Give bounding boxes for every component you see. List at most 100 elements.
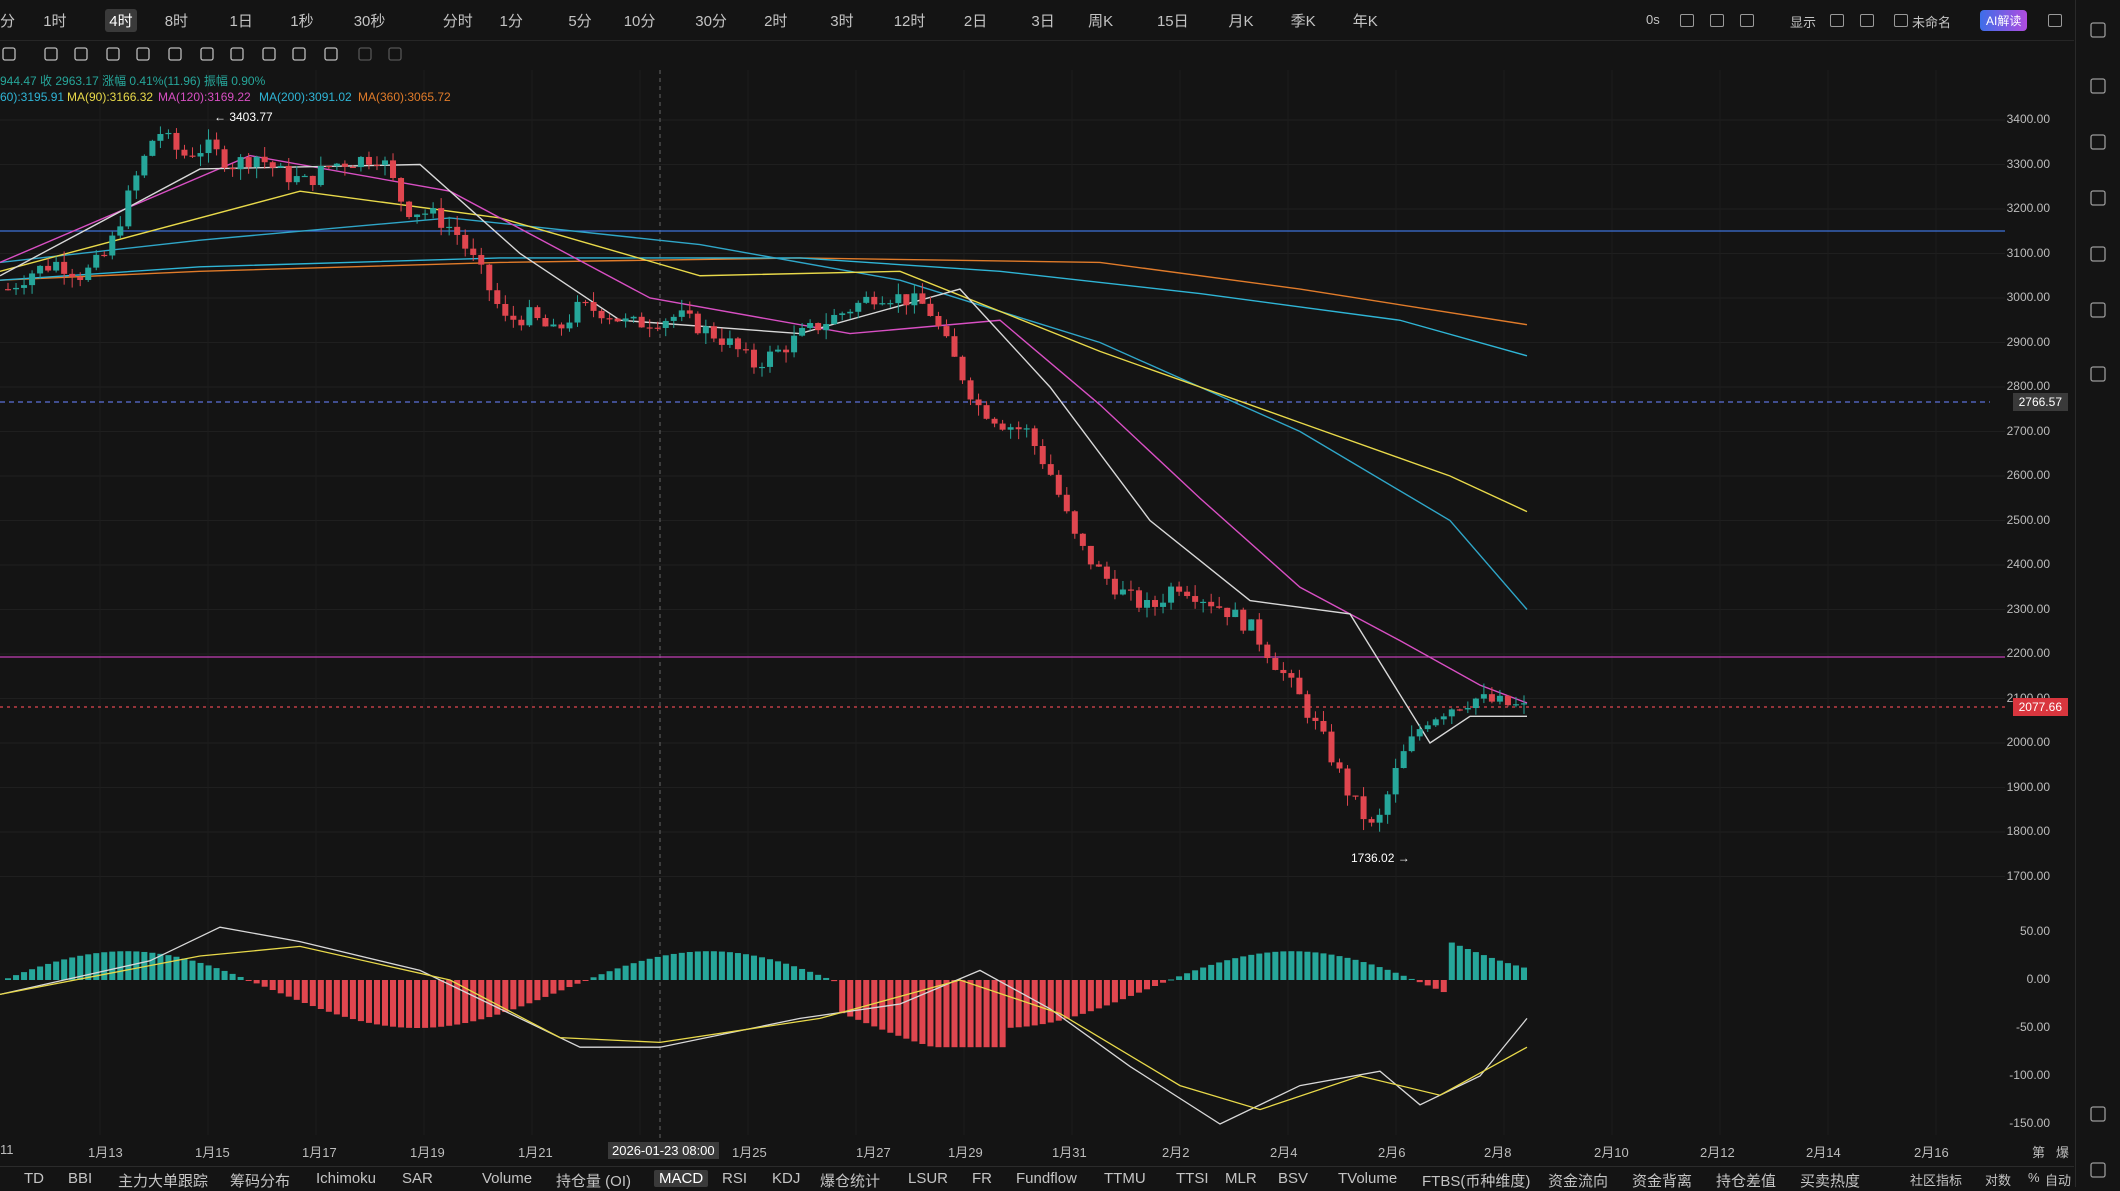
timeframe-12[interactable]: 2时	[764, 13, 788, 30]
indicator-15[interactable]: TTMU	[1104, 1170, 1146, 1187]
indicator-5[interactable]: SAR	[402, 1170, 433, 1187]
undo-icon[interactable]	[356, 45, 376, 65]
indicator-7[interactable]: 持仓量 (OI)	[556, 1173, 631, 1190]
indicator-22[interactable]: 资金背离	[1632, 1173, 1693, 1190]
layers-icon[interactable]	[260, 45, 280, 65]
indicator-12[interactable]: LSUR	[908, 1170, 949, 1187]
indicator-23[interactable]: 持仓差值	[1716, 1173, 1777, 1190]
brush-icon[interactable]	[134, 45, 154, 65]
chart-canvas[interactable]	[0, 0, 2075, 1166]
candle-body	[574, 301, 581, 323]
low-annotation: 1736.02 →	[1351, 851, 1410, 865]
indicator-10[interactable]: KDJ	[772, 1170, 801, 1187]
window-icon[interactable]	[2088, 1104, 2108, 1124]
indicator-2[interactable]: 主力大单跟踪	[118, 1173, 209, 1190]
indicator-17[interactable]: MLR	[1225, 1170, 1257, 1187]
indicator-21[interactable]: 资金流向	[1548, 1173, 1609, 1190]
settings-icon[interactable]	[1830, 14, 1844, 27]
indicator-20[interactable]: FTBS(币种维度)	[1422, 1173, 1531, 1190]
link-icon[interactable]	[2088, 364, 2108, 384]
bottom-option-1[interactable]: 对数	[1985, 1173, 2012, 1188]
magnet-icon[interactable]	[104, 45, 124, 65]
x-axis-option[interactable]: 爆	[2056, 1145, 2070, 1160]
timeframe-8[interactable]: 1分	[499, 13, 523, 30]
indicator-9[interactable]: RSI	[722, 1170, 748, 1187]
hide-icon[interactable]	[228, 45, 248, 65]
timeframe-5[interactable]: 1秒	[290, 13, 314, 30]
crop-icon[interactable]	[42, 45, 62, 65]
indicator-14[interactable]: Fundflow	[1016, 1170, 1077, 1187]
trend-icon[interactable]	[2088, 132, 2108, 152]
timeframe-4[interactable]: 1日	[229, 13, 253, 30]
indicator-0[interactable]: TD	[24, 1170, 44, 1187]
alert-icon[interactable]	[1740, 14, 1754, 27]
timeframe-11[interactable]: 30分	[695, 13, 727, 30]
camera-icon[interactable]	[1680, 14, 1694, 27]
countdown[interactable]: 0s	[1646, 12, 1660, 27]
macd-histogram-bar	[141, 951, 148, 980]
timeframe-7[interactable]: 分时	[442, 13, 473, 30]
macd-histogram-bar	[1087, 980, 1094, 1012]
candle-body	[301, 175, 308, 178]
bottom-option-2[interactable]: %	[2028, 1170, 2040, 1185]
indicator-1[interactable]: BBI	[68, 1170, 93, 1187]
price-tick: 2900.00	[2006, 334, 2050, 349]
indicator-4[interactable]: Ichimoku	[316, 1170, 377, 1187]
headset-icon[interactable]	[2088, 1160, 2108, 1180]
indicator-13[interactable]: FR	[972, 1170, 992, 1187]
share-icon[interactable]	[2048, 14, 2062, 27]
pattern-icon[interactable]	[166, 45, 186, 65]
macd-histogram-bar	[1111, 980, 1118, 1003]
cloud-icon[interactable]	[1894, 14, 1908, 27]
bot-icon[interactable]	[2088, 300, 2108, 320]
indicator-3[interactable]: 筹码分布	[230, 1173, 291, 1190]
redo-icon[interactable]	[386, 45, 406, 65]
macd-histogram-bar	[742, 954, 749, 980]
indicator-6[interactable]: Volume	[482, 1170, 533, 1187]
document-icon[interactable]	[2088, 20, 2108, 40]
trash-icon[interactable]	[322, 45, 342, 65]
macd-histogram-bar	[341, 980, 348, 1017]
timeframe-15[interactable]: 2日	[963, 13, 988, 30]
timeframe-6[interactable]: 30秒	[353, 13, 386, 30]
filter-icon[interactable]	[290, 45, 310, 65]
timeframe-20[interactable]: 季K	[1290, 13, 1316, 30]
timeframe-2[interactable]: 4时	[105, 9, 137, 32]
bottom-option-0[interactable]: 社区指标	[1910, 1173, 1963, 1188]
candle-body	[93, 254, 100, 268]
timeframe-16[interactable]: 3日	[1031, 13, 1055, 30]
display-button[interactable]: 显示	[1790, 15, 1817, 30]
timeframe-18[interactable]: 15日	[1156, 13, 1189, 30]
timeframe-0[interactable]: 分	[0, 13, 16, 30]
timeframe-14[interactable]: 12时	[893, 13, 926, 30]
indicator-11[interactable]: 爆仓统计	[820, 1173, 881, 1190]
bottom-option-3[interactable]: 自动	[2045, 1173, 2072, 1188]
x-axis-option[interactable]: 第	[2032, 1145, 2046, 1160]
lock-icon[interactable]	[198, 45, 218, 65]
indicator-16[interactable]: TTSI	[1176, 1170, 1209, 1187]
ai-analyze-button[interactable]: AI解读	[1980, 10, 2028, 31]
timeframe-1[interactable]: 1时	[43, 13, 67, 30]
indicator-8[interactable]: MACD	[654, 1170, 709, 1187]
pencil-icon[interactable]	[1710, 14, 1724, 27]
indicator-24[interactable]: 买卖热度	[1800, 1173, 1861, 1190]
ruler-icon[interactable]	[72, 45, 92, 65]
layout-name[interactable]: 未命名	[1912, 15, 1952, 30]
chart-panel-icon[interactable]	[2088, 188, 2108, 208]
macd-histogram-bar	[1304, 951, 1311, 980]
timeframe-17[interactable]: 周K	[1088, 13, 1114, 30]
candle-body	[847, 311, 854, 314]
fullscreen-icon[interactable]	[1860, 14, 1874, 27]
calendar-icon[interactable]	[2088, 244, 2108, 264]
timeframe-3[interactable]: 8时	[164, 13, 189, 30]
macd-histogram-bar	[1248, 954, 1255, 980]
timeframe-9[interactable]: 5分	[568, 13, 592, 30]
indicator-19[interactable]: TVolume	[1338, 1170, 1398, 1187]
timeframe-21[interactable]: 年K	[1352, 13, 1378, 30]
line-tool-icon[interactable]	[0, 45, 20, 65]
timeframe-10[interactable]: 10分	[623, 13, 656, 30]
indicator-18[interactable]: BSV	[1278, 1170, 1309, 1187]
timeframe-13[interactable]: 3时	[830, 13, 854, 30]
timeframe-19[interactable]: 月K	[1228, 13, 1254, 30]
dollar-icon[interactable]	[2088, 76, 2108, 96]
